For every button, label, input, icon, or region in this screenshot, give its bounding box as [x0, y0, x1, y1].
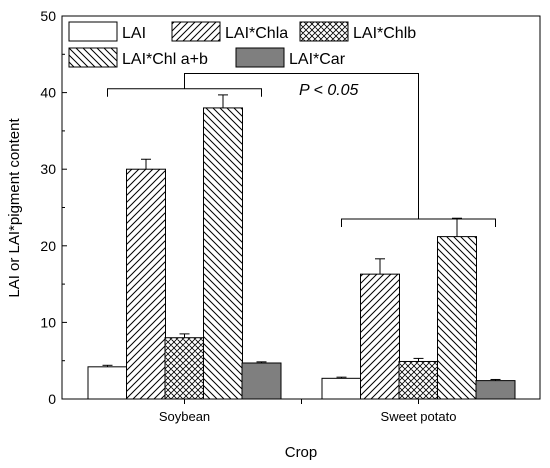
- legend-label: LAI: [122, 25, 146, 42]
- bar-lai-sweet-potato: [321, 377, 362, 400]
- bar-lai-chl-a-b-sweet-potato: [437, 236, 477, 400]
- legend-label: LAI*Chl a+b: [122, 51, 208, 68]
- y-tick-label: 0: [48, 391, 56, 407]
- bars: [87, 107, 516, 400]
- y-tick-label: 50: [40, 8, 56, 24]
- bar-lai-soybean: [87, 366, 128, 400]
- legend-swatch: [68, 21, 118, 42]
- significance-annotation: P < 0.05: [107, 72, 496, 227]
- y-axis: 0 10 20 30 40 50: [40, 8, 67, 407]
- bar-lai-chlb-soybean: [164, 337, 205, 400]
- bar-lai-car-soybean: [241, 362, 282, 400]
- x-axis-label: Crop: [285, 444, 318, 461]
- bar-lai-car-sweet-potato: [475, 380, 516, 400]
- significance-bracket: [341, 218, 496, 227]
- y-axis-label: LAI or LAI*pigment content: [6, 118, 23, 298]
- legend-label: LAI*Chla: [225, 25, 288, 42]
- y-tick-label: 10: [40, 314, 56, 330]
- legend: LAI LAI*Chla LAI*Chlb LAI*Chl a+b LAI*Car: [68, 21, 416, 68]
- legend-swatch: [68, 47, 118, 68]
- legend-label: LAI*Car: [289, 51, 346, 68]
- x-tick-label: Sweet potato: [381, 409, 457, 424]
- x-tick-label: Soybean: [159, 409, 210, 424]
- bar-lai-chla-soybean: [126, 168, 166, 400]
- legend-swatch: [299, 21, 349, 42]
- x-axis: Soybean Sweet potato: [159, 399, 457, 424]
- bar-lai-chlb-sweet-potato: [398, 360, 439, 400]
- significance-connector: [184, 72, 419, 219]
- error-bars: [102, 94, 501, 381]
- legend-swatch: [171, 21, 221, 42]
- y-tick-label: 30: [40, 161, 56, 177]
- p-value-annotation: P < 0.05: [299, 82, 359, 99]
- bar-lai-chl-a-b-soybean: [203, 107, 243, 400]
- legend-label: LAI*Chlb: [353, 25, 416, 42]
- legend-swatch: [235, 47, 285, 68]
- bar-lai-chla-sweet-potato: [360, 273, 400, 400]
- significance-bracket: [107, 88, 262, 97]
- y-tick-label: 20: [40, 238, 56, 254]
- y-tick-label: 40: [40, 85, 56, 101]
